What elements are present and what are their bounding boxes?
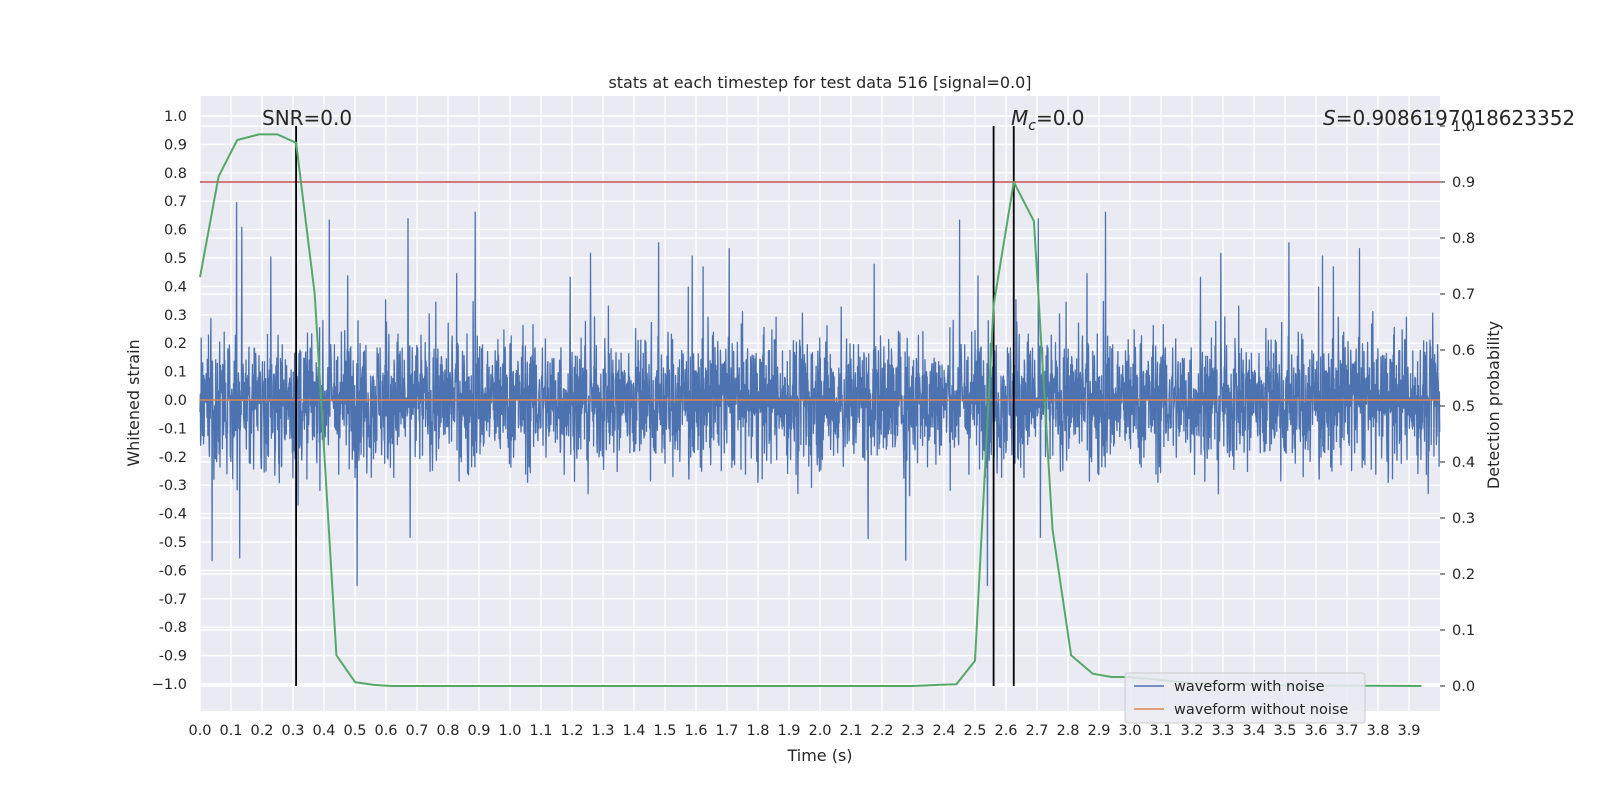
x-tick-label: 1.3 — [591, 723, 614, 739]
x-tick-label: 1.4 — [622, 723, 645, 739]
y-tick-label: 0.6 — [164, 223, 187, 239]
x-tick-label: 1.6 — [684, 723, 707, 739]
y-tick-label: -0.4 — [159, 507, 187, 523]
y2-tick-label: 0.4 — [1452, 455, 1475, 471]
y-tick-label: 0.3 — [164, 308, 187, 324]
chart-title: stats at each timestep for test data 516… — [608, 73, 1031, 92]
x-tick-label: 3.9 — [1397, 723, 1420, 739]
y-tick-label: 0.0 — [164, 393, 187, 409]
x-tick-labels: 0.0 0.1 0.2 0.3 0.4 0.5 0.6 0.7 0.8 0.9 1.0 1.1 1.2 1… — [188, 723, 1420, 739]
mc-value: =0.0 — [1036, 106, 1085, 130]
y-tick-label: 0.1 — [164, 365, 187, 381]
x-tick-label: 3.6 — [1304, 723, 1327, 739]
y2-tick-label: 0.6 — [1452, 343, 1475, 359]
y-tick-label: -0.8 — [159, 620, 187, 636]
y2-tick-label: 0.5 — [1452, 399, 1475, 415]
y-tick-labels: 1.0 0.9 0.8 0.7 0.6 0.5 0.4 0.3 0.2 0.1 0.0 -0.1 -0.… — [152, 109, 187, 693]
x-tick-label: 3.3 — [1211, 723, 1234, 739]
x-tick-label: 0.2 — [250, 723, 273, 739]
x-tick-label: 3.8 — [1366, 723, 1389, 739]
x-tick-label: 0.9 — [467, 723, 490, 739]
x-tick-label: 2.7 — [1025, 723, 1048, 739]
x-tick-label: 1.8 — [746, 723, 769, 739]
x-axis-label: Time (s) — [786, 746, 852, 765]
y2-tick-label: 0.1 — [1452, 623, 1475, 639]
x-tick-label: 1.2 — [560, 723, 583, 739]
y-tick-label: 0.5 — [164, 251, 187, 267]
x-tick-label: 2.1 — [839, 723, 862, 739]
y-tick-label: 1.0 — [164, 109, 187, 125]
x-tick-label: 2.5 — [963, 723, 986, 739]
x-tick-label: 2.8 — [1056, 723, 1079, 739]
x-tick-label: 2.3 — [901, 723, 924, 739]
y-tick-label: 0.2 — [164, 336, 187, 352]
legend-label-noise: waveform with noise — [1174, 679, 1325, 695]
x-tick-label: 0.6 — [374, 723, 397, 739]
y2-tick-label: 0.0 — [1452, 679, 1475, 695]
y-tick-label: −1.0 — [152, 677, 187, 693]
y2-tick-labels: 1.0 0.9 0.8 0.7 0.6 0.5 0.4 0.3 0.2 0.1 0.0 — [1440, 119, 1475, 695]
y-tick-label: 0.8 — [164, 166, 187, 182]
s-annotation: S=0.9086197018623352 — [1323, 106, 1575, 130]
x-tick-label: 2.0 — [808, 723, 831, 739]
y2-tick-label: 1.0 — [1452, 119, 1475, 135]
x-tick-label: 2.9 — [1087, 723, 1110, 739]
y-tick-label: -0.9 — [159, 649, 187, 665]
x-tick-label: 3.0 — [1118, 723, 1141, 739]
overlay-layer — [199, 126, 1440, 687]
y-tick-label: 0.9 — [164, 137, 187, 153]
y2-tick-label: 0.8 — [1452, 231, 1475, 247]
y-tick-label: -0.2 — [159, 450, 187, 466]
y-axis-label: Whitened strain — [124, 339, 143, 466]
x-tick-label: 2.6 — [994, 723, 1017, 739]
mc-annotation: Mc=0.0 — [1011, 106, 1085, 134]
x-tick-label: 0.0 — [188, 723, 211, 739]
x-tick-label: 0.4 — [312, 723, 335, 739]
x-tick-label: 0.8 — [436, 723, 459, 739]
noise-series-layer — [199, 201, 1441, 587]
x-tick-label: 1.0 — [498, 723, 521, 739]
y2-axis-label: Detection probability — [1484, 321, 1503, 489]
x-tick-label: 3.1 — [1149, 723, 1172, 739]
mc-symbol: M — [1011, 106, 1028, 130]
x-tick-label: 1.9 — [777, 723, 800, 739]
y-tick-label: -0.6 — [159, 563, 187, 579]
x-tick-label: 0.7 — [405, 723, 428, 739]
y-tick-label: -0.1 — [159, 421, 187, 437]
x-tick-label: 3.2 — [1180, 723, 1203, 739]
y2-tick-label: 0.3 — [1452, 511, 1475, 527]
y2-tick-label: 0.7 — [1452, 287, 1475, 303]
x-tick-label: 3.7 — [1335, 723, 1358, 739]
x-tick-label: 3.5 — [1273, 723, 1296, 739]
x-tick-label: 1.7 — [715, 723, 738, 739]
s-symbol: S — [1323, 106, 1336, 130]
x-tick-label: 2.4 — [932, 723, 955, 739]
x-tick-label: 0.3 — [281, 723, 304, 739]
legend-box — [1124, 672, 1366, 724]
legend: waveform with noise waveform without noi… — [1124, 672, 1366, 724]
x-tick-label: 0.1 — [219, 723, 242, 739]
y-tick-label: -0.3 — [159, 478, 187, 494]
y-tick-label: -0.5 — [159, 535, 187, 551]
x-tick-label: 2.2 — [870, 723, 893, 739]
y-tick-label: 0.4 — [164, 279, 187, 295]
s-value: =0.9086197018623352 — [1336, 106, 1575, 130]
x-tick-label: 1.1 — [529, 723, 552, 739]
snr-annotation: SNR=0.0 — [262, 106, 352, 130]
y2-tick-label: 0.2 — [1452, 567, 1475, 583]
x-tick-label: 1.5 — [653, 723, 676, 739]
y2-tick-label: 0.9 — [1452, 175, 1475, 191]
legend-label-clean: waveform without noise — [1174, 702, 1348, 718]
x-tick-label: 0.5 — [343, 723, 366, 739]
y-tick-label: 0.7 — [164, 194, 187, 210]
y-tick-label: -0.7 — [159, 592, 187, 608]
mc-subscript: c — [1028, 118, 1036, 134]
x-tick-label: 3.4 — [1242, 723, 1265, 739]
noise-waveform-line — [199, 201, 1441, 587]
